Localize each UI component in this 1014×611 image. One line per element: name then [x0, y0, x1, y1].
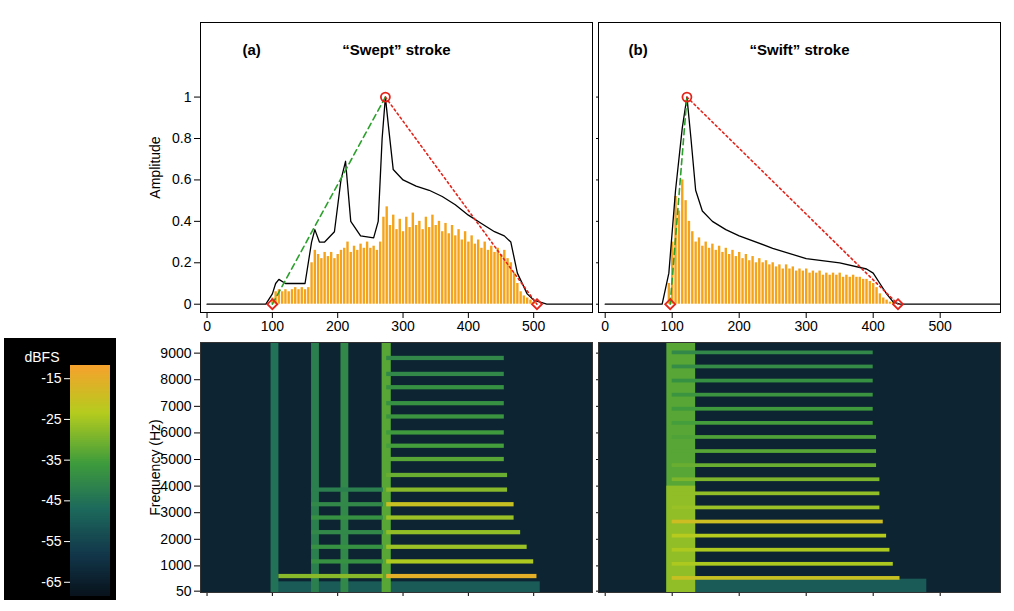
svg-text:2000: 2000	[160, 531, 191, 547]
svg-text:6000: 6000	[160, 424, 191, 440]
svg-text:0.6: 0.6	[172, 171, 192, 187]
svg-text:Frequency (Hz): Frequency (Hz)	[147, 419, 163, 515]
svg-text:0.8: 0.8	[172, 130, 192, 146]
svg-text:“Swept” stroke: “Swept” stroke	[342, 41, 450, 58]
svg-text:“Swift” stroke: “Swift” stroke	[749, 41, 849, 58]
svg-text:Amplitude: Amplitude	[147, 136, 163, 198]
svg-text:200: 200	[326, 318, 350, 334]
svg-text:400: 400	[862, 318, 886, 334]
svg-text:9000: 9000	[160, 345, 191, 361]
svg-text:0.4: 0.4	[172, 213, 192, 229]
svg-text:0: 0	[203, 318, 211, 334]
svg-text:3000: 3000	[160, 504, 191, 520]
svg-text:8000: 8000	[160, 371, 191, 387]
svg-text:(b): (b)	[629, 41, 648, 58]
svg-text:0: 0	[601, 318, 609, 334]
svg-text:1000: 1000	[160, 557, 191, 573]
svg-text:5000: 5000	[160, 451, 191, 467]
svg-text:-15: -15	[41, 370, 61, 386]
svg-text:0: 0	[184, 296, 192, 312]
svg-text:500: 500	[522, 318, 546, 334]
svg-text:500: 500	[929, 318, 953, 334]
svg-text:-55: -55	[41, 533, 61, 549]
svg-text:50: 50	[176, 583, 192, 599]
svg-text:300: 300	[795, 318, 819, 334]
svg-text:100: 100	[661, 318, 685, 334]
svg-text:0.2: 0.2	[172, 254, 192, 270]
svg-text:400: 400	[457, 318, 481, 334]
svg-text:200: 200	[728, 318, 752, 334]
svg-text:dBFS: dBFS	[25, 349, 60, 365]
svg-text:100: 100	[261, 318, 285, 334]
svg-text:-65: -65	[41, 574, 61, 590]
svg-text:-25: -25	[41, 411, 61, 427]
svg-text:300: 300	[391, 318, 415, 334]
svg-text:1: 1	[184, 89, 192, 105]
svg-text:4000: 4000	[160, 478, 191, 494]
svg-text:7000: 7000	[160, 398, 191, 414]
svg-text:-45: -45	[41, 492, 61, 508]
svg-text:-35: -35	[41, 452, 61, 468]
svg-text:(a): (a)	[243, 41, 261, 58]
